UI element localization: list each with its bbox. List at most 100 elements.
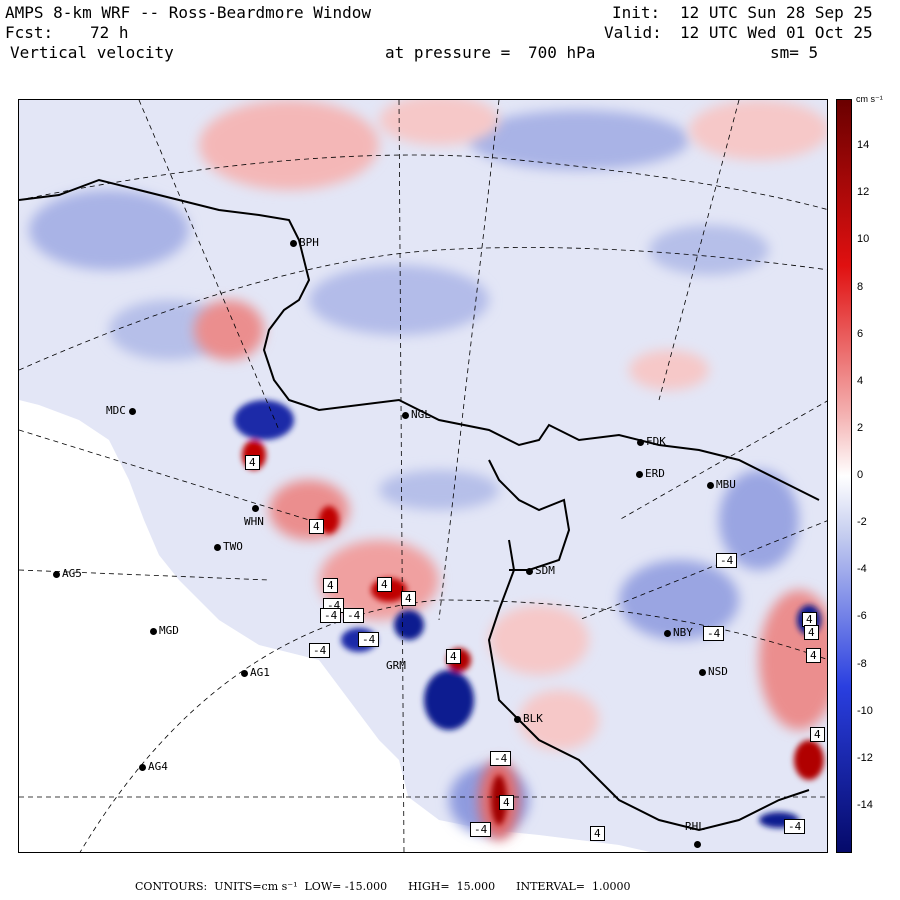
- station-marker-icon: [526, 567, 533, 575]
- colorbar-tick: 10: [857, 233, 870, 246]
- station-marker-icon: [402, 411, 409, 419]
- init-time: 12 UTC Sun 28 Sep 25: [680, 3, 873, 22]
- station-ag4[interactable]: AG4: [139, 761, 168, 773]
- colorbar-tick: -8: [857, 657, 867, 670]
- forecast-label: Fcst:: [5, 23, 54, 42]
- plateau-region: [19, 400, 419, 852]
- high-value: 15.000: [456, 880, 496, 893]
- colorbar-tick: 8: [857, 280, 864, 293]
- station-marker-icon: [707, 481, 714, 489]
- interval-value: 1.0000: [591, 880, 631, 893]
- contour-label: -4: [343, 608, 365, 623]
- contour-label: 4: [590, 826, 605, 841]
- forecast-value: 72 h: [90, 23, 129, 42]
- smoothing-value: sm= 5: [770, 43, 819, 62]
- station-marker-icon: [290, 239, 297, 247]
- station-fdk[interactable]: FDK: [637, 436, 666, 448]
- station-nby[interactable]: NBY: [664, 627, 693, 639]
- contour-label: -4: [358, 632, 380, 647]
- station-marker-icon: [699, 668, 706, 676]
- contour-label: 4: [245, 455, 260, 470]
- station-ag1[interactable]: AG1: [241, 667, 270, 679]
- colorbar-units: cm s⁻¹: [856, 94, 883, 104]
- station-mbu[interactable]: MBU: [707, 479, 736, 491]
- station-marker-icon: [150, 627, 157, 635]
- station-ag5[interactable]: AG5: [53, 568, 82, 580]
- station-sdm[interactable]: SDM: [526, 565, 555, 577]
- map-canvas: [19, 100, 827, 852]
- contour-info: CONTOURS: UNITS=cm s⁻¹ LOW= -15.000 HIGH…: [135, 880, 630, 893]
- contour-label: -4: [309, 643, 331, 658]
- station-marker-icon: [664, 629, 671, 637]
- contour-label: -4: [470, 822, 492, 837]
- plateau-south: [399, 790, 651, 852]
- station-rhl[interactable]: RHL: [685, 820, 705, 833]
- contour-label: 4: [806, 648, 821, 663]
- colorbar-tick: -2: [857, 516, 867, 529]
- negative-velocity-areas: [29, 110, 799, 835]
- colorbar-tick: 6: [857, 327, 864, 340]
- contour-label: 4: [804, 625, 819, 640]
- contour-label: 4: [323, 578, 338, 593]
- station-marker-icon: [128, 407, 136, 415]
- pressure-label: at pressure =: [385, 43, 511, 62]
- contour-label: 4: [499, 795, 514, 810]
- station-whn-marker: [252, 502, 261, 514]
- colorbar-tick: 0: [857, 469, 864, 481]
- contour-label: -4: [320, 608, 342, 623]
- station-marker-icon: [252, 504, 259, 512]
- station-ngl[interactable]: NGL: [402, 409, 431, 421]
- colorbar-tick: 14: [857, 139, 870, 152]
- contour-label: 4: [377, 577, 392, 592]
- station-marker-icon: [53, 570, 60, 578]
- coastline: [19, 178, 820, 832]
- station-bph[interactable]: BPH: [290, 237, 319, 249]
- field-name: Vertical velocity: [10, 43, 174, 62]
- contour-label: -4: [490, 751, 512, 766]
- colorbar: [836, 99, 852, 853]
- colorbar-tick: -4: [857, 563, 867, 576]
- contour-label: 4: [309, 519, 324, 534]
- valid-time: 12 UTC Wed 01 Oct 25: [680, 23, 873, 42]
- station-marker-icon: [637, 438, 644, 446]
- station-marker-icon: [514, 715, 521, 723]
- colorbar-tick: -6: [857, 610, 867, 623]
- station-rhl-marker: [694, 838, 703, 850]
- station-blk[interactable]: BLK: [514, 713, 543, 725]
- station-mgd[interactable]: MGD: [150, 625, 179, 637]
- contour-label: -4: [784, 819, 806, 834]
- contour-label: -4: [716, 553, 738, 568]
- station-marker-icon: [214, 543, 221, 551]
- station-erd[interactable]: ERD: [636, 468, 665, 480]
- contour-label: 4: [810, 727, 825, 742]
- contour-label: -4: [703, 626, 725, 641]
- station-marker-icon: [139, 763, 146, 771]
- station-marker-icon: [241, 669, 248, 677]
- valid-label: Valid:: [604, 23, 662, 42]
- station-nsd[interactable]: NSD: [699, 666, 728, 678]
- low-value: -15.000: [344, 880, 388, 893]
- station-two[interactable]: TWO: [214, 541, 243, 553]
- low-label: LOW=: [304, 880, 342, 893]
- station-grm[interactable]: GRM: [386, 659, 406, 672]
- units-label: UNITS=cm s⁻¹: [214, 880, 298, 893]
- station-marker-icon: [636, 470, 643, 478]
- colorbar-tick: 2: [857, 421, 864, 434]
- colorbar-tick: -12: [857, 751, 873, 764]
- contour-label: 4: [401, 591, 416, 606]
- colorbar-tick: 12: [857, 186, 870, 199]
- contour-label: 4: [446, 649, 461, 664]
- interval-label: INTERVAL=: [516, 880, 585, 893]
- contours-label: CONTOURS:: [135, 880, 208, 893]
- colorbar-tick: 4: [857, 374, 864, 387]
- station-whn[interactable]: WHN: [244, 515, 264, 528]
- vertical-velocity-map[interactable]: [18, 99, 828, 853]
- station-marker-icon: [694, 840, 701, 848]
- positive-velocity-areas: [194, 100, 827, 840]
- colorbar-tick: -14: [857, 798, 873, 811]
- colorbar-tick: -10: [857, 704, 873, 717]
- init-label: Init:: [612, 3, 661, 22]
- station-mdc[interactable]: MDC: [106, 405, 138, 417]
- high-label: HIGH=: [408, 880, 450, 893]
- model-title: AMPS 8-km WRF -- Ross-Beardmore Window: [5, 3, 372, 22]
